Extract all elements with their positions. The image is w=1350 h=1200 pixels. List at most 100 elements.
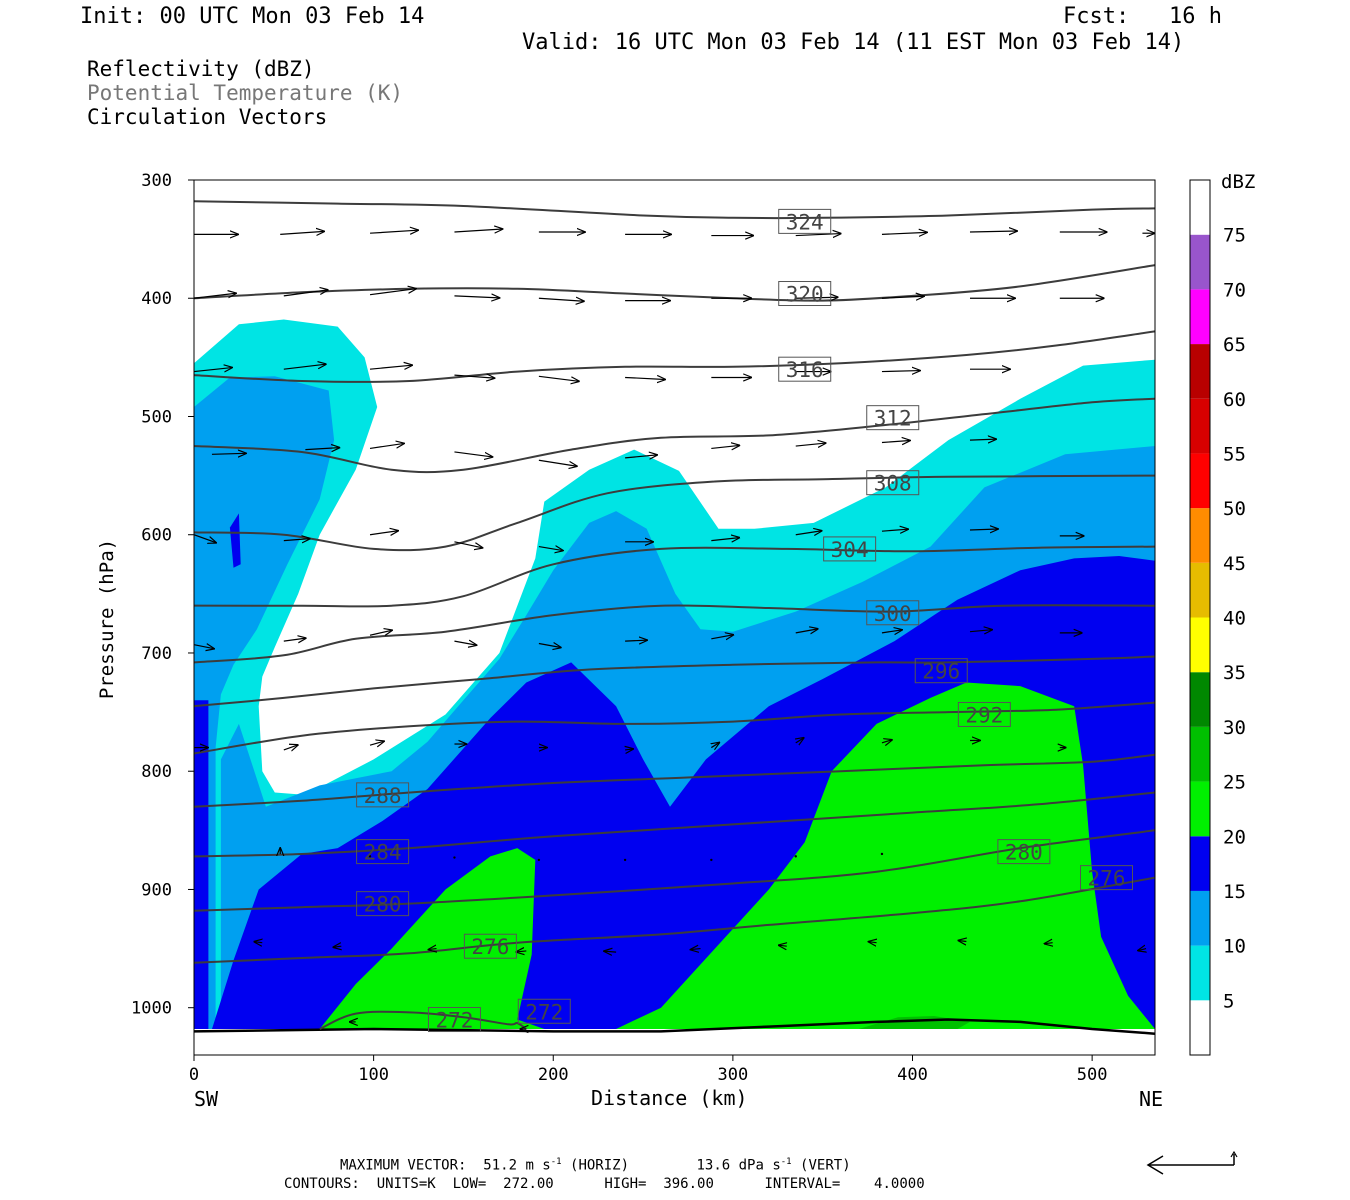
colorbar-tick-label: 50 bbox=[1223, 498, 1246, 520]
theta-label-280-b: 280 bbox=[997, 839, 1051, 865]
theta-label-324-box bbox=[778, 208, 832, 234]
theta-label-320-box bbox=[778, 281, 832, 307]
circulation-vector bbox=[454, 375, 494, 378]
colorbar: 5 10 15 20 25 30 35 40 45 50 55 60 65 70 75 dBZ bbox=[1189, 171, 1255, 1056]
theta-label-276-text: 276 bbox=[471, 935, 509, 959]
x-tick-label: 300 bbox=[718, 1065, 749, 1085]
circulation-vector bbox=[369, 741, 384, 745]
colorbar-tick-label: 25 bbox=[1223, 772, 1246, 794]
colorbar-tick-label: 45 bbox=[1223, 553, 1246, 575]
colorbar-title: dBZ bbox=[1221, 171, 1255, 193]
theta-label-296-box bbox=[914, 658, 968, 684]
circulation-vector bbox=[881, 232, 927, 234]
colorbar-segment bbox=[1190, 617, 1210, 673]
theta-contour-288 bbox=[194, 753, 1155, 808]
horiz-unit: (HORIZ) bbox=[570, 1157, 630, 1174]
theta-contour-308 bbox=[194, 474, 1155, 552]
colorbar-tick-label: 40 bbox=[1223, 608, 1246, 630]
circulation-vector bbox=[194, 645, 214, 649]
field-label-reflectivity: Reflectivity (dBZ) bbox=[87, 57, 315, 81]
theta-label-276-box bbox=[463, 933, 517, 959]
circulation-vector bbox=[283, 745, 298, 750]
circulation-vector bbox=[454, 229, 502, 232]
colorbar-segment bbox=[1190, 562, 1210, 618]
circulation-vector bbox=[368, 855, 372, 858]
theta-label-312-text: 312 bbox=[874, 407, 912, 431]
circulation-vector bbox=[711, 743, 719, 748]
colorbar-segment bbox=[1190, 781, 1210, 837]
y-tick-label: 1000 bbox=[131, 999, 172, 1019]
circulation-vector bbox=[1138, 949, 1146, 951]
circulation-vector bbox=[881, 740, 892, 743]
theta-contour-300 bbox=[194, 604, 1155, 664]
field-label-vectors: Circulation Vectors bbox=[87, 105, 328, 129]
circulation-vector bbox=[711, 538, 739, 541]
x-tick-label: 100 bbox=[358, 1065, 389, 1085]
theta-label-276-b-text: 276 bbox=[1088, 867, 1126, 891]
vert-unit: (VERT) bbox=[800, 1157, 851, 1174]
colorbar-segment bbox=[1190, 836, 1210, 891]
colorbar-frame bbox=[1189, 179, 1211, 1056]
theta-label-276: 276 bbox=[463, 933, 517, 959]
circulation-vector bbox=[625, 455, 657, 458]
colorbar-tick-label: 30 bbox=[1223, 717, 1246, 739]
surface-line bbox=[194, 1018, 1155, 1035]
colorbar-tick-label: 60 bbox=[1223, 389, 1246, 411]
colorbar-segment bbox=[1190, 945, 1210, 1001]
theta-label-272-text: 272 bbox=[435, 1009, 473, 1033]
field-label-theta: Potential Temperature (K) bbox=[87, 81, 404, 105]
theta-label-272-b: 272 bbox=[517, 998, 571, 1024]
theta-label-280-b-box bbox=[997, 839, 1051, 865]
circulation-vector bbox=[537, 858, 541, 862]
theta-label-288: 288 bbox=[356, 782, 410, 808]
max-vector-horiz: 51.2 m s bbox=[483, 1157, 551, 1174]
circulation-vector bbox=[283, 539, 310, 541]
circulation-vector bbox=[795, 531, 822, 535]
circulation-vector bbox=[969, 231, 1017, 232]
circulation-vector bbox=[881, 371, 920, 372]
circulation-vector bbox=[710, 858, 713, 862]
axes: 0 100 200 300 400 500 300 400 500 600 700 800 900 100… bbox=[131, 171, 1107, 1085]
colorbar-segment bbox=[1190, 890, 1210, 946]
theta-contour-284 bbox=[194, 791, 1155, 858]
colorbar-segment bbox=[1190, 726, 1210, 782]
circulation-vector bbox=[369, 365, 412, 369]
circulation-vector bbox=[795, 234, 841, 236]
y-tick-label: 500 bbox=[141, 407, 172, 427]
circulation-vector bbox=[305, 448, 339, 450]
theta-label-284-box bbox=[356, 839, 410, 865]
circulation-vector bbox=[254, 942, 262, 943]
max-vector-label: MAXIMUM VECTOR: bbox=[340, 1157, 467, 1174]
circulation-vector bbox=[625, 749, 633, 750]
circulation-vector bbox=[969, 630, 992, 632]
circulation-vector bbox=[194, 293, 236, 299]
colorbar-segment bbox=[1190, 289, 1210, 345]
theta-label-312-box bbox=[866, 405, 920, 431]
theta-label-304-text: 304 bbox=[831, 538, 869, 562]
circulation-vector bbox=[453, 856, 456, 859]
theta-label-308-box bbox=[866, 470, 920, 496]
circulation-vector bbox=[869, 942, 877, 943]
colorbar-tick-label: 35 bbox=[1223, 662, 1246, 684]
theta-label-300-box bbox=[866, 600, 920, 626]
colorbar-segment bbox=[1190, 398, 1210, 454]
theta-label-316: 316 bbox=[778, 356, 832, 382]
colorbar-tick-label: 55 bbox=[1223, 443, 1246, 465]
y-tick-label: 700 bbox=[141, 644, 172, 664]
max-vector-vert: 13.6 dPa s bbox=[696, 1157, 781, 1174]
theta-label-272-b-text: 272 bbox=[525, 1000, 563, 1024]
y-tick-label: 600 bbox=[141, 526, 172, 546]
circulation-vector bbox=[211, 453, 246, 454]
circulation-vector bbox=[969, 529, 998, 530]
colorbar-tick-label: 65 bbox=[1223, 334, 1246, 356]
theta-label-304: 304 bbox=[823, 536, 877, 562]
theta-label-280-b-text: 280 bbox=[1005, 841, 1043, 865]
circulation-vector bbox=[538, 547, 563, 551]
circulation-vector bbox=[454, 451, 492, 457]
colorbar-segment bbox=[1190, 508, 1210, 563]
circulation-vector bbox=[604, 951, 617, 952]
colorbar-segment bbox=[1190, 180, 1210, 235]
footer-contours: CONTOURS: UNITS=K LOW= 272.00 HIGH= 396.… bbox=[284, 1176, 925, 1192]
reflectivity-region-20-dbz bbox=[319, 848, 545, 1029]
